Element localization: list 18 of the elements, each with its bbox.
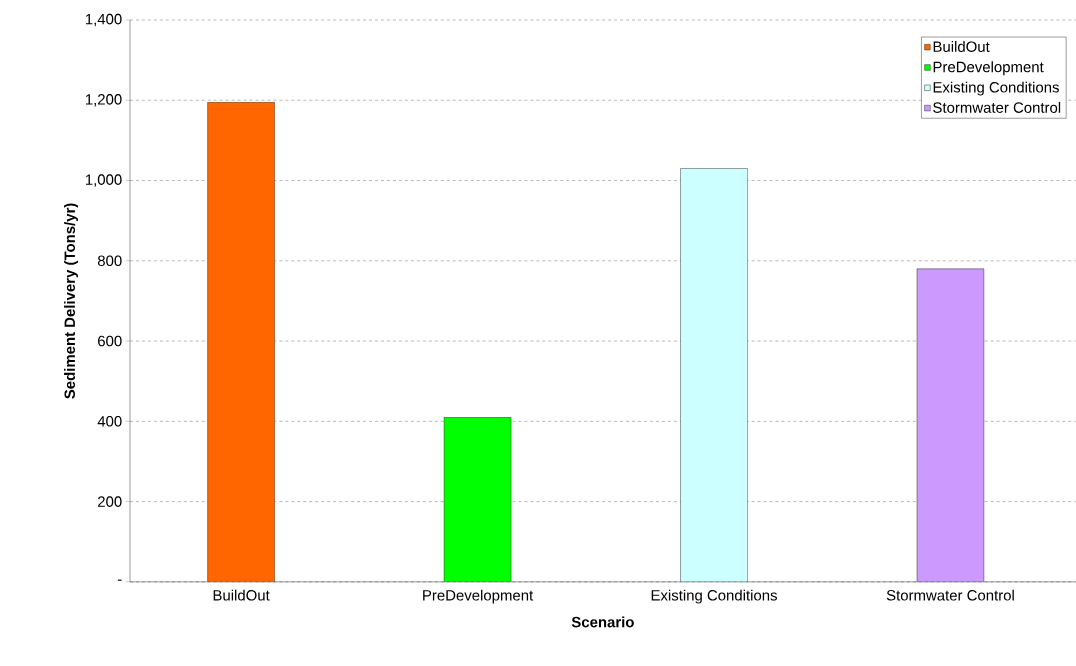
legend-label: PreDevelopment <box>933 61 1044 76</box>
x-tick-label: Stormwater Control <box>886 589 1014 601</box>
x-axis-title: Scenario <box>571 616 634 628</box>
y-tick-label: 400 <box>97 416 122 427</box>
legend-label: Stormwater Control <box>933 102 1061 113</box>
legend-label: Existing Conditions <box>933 81 1059 96</box>
y-axis-title: Sediment Delivery (Tons/yr) <box>64 203 78 399</box>
y-tick-label: 200 <box>98 496 122 507</box>
y-tick-label: 1,000 <box>85 174 122 187</box>
y-tick-label: 600 <box>98 335 122 347</box>
y-tick-label: 1,200 <box>85 94 122 107</box>
y-tick-label: 1,400 <box>85 13 122 27</box>
y-tick-label: - <box>117 579 122 581</box>
x-tick-label: BuildOut <box>213 589 270 601</box>
legend-label: BuildOut <box>933 41 990 53</box>
x-tick-label: Existing Conditions <box>651 589 777 604</box>
x-tick-label: PreDevelopment <box>423 589 534 604</box>
y-tick-label: 800 <box>97 255 122 267</box>
